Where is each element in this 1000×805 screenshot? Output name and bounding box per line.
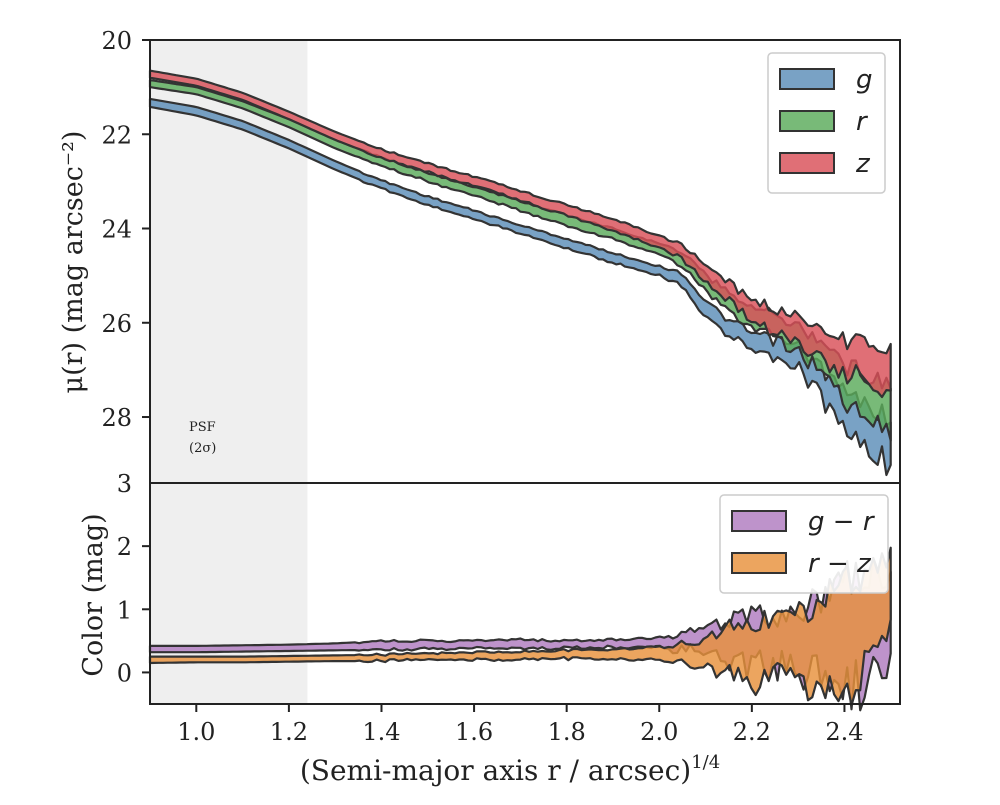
legend-swatch [731, 510, 787, 532]
top-ylabel: μ(r) (mag arcsec⁻²) [58, 131, 89, 394]
legend-label: z [855, 149, 871, 179]
legend-label: g [856, 65, 873, 95]
top-legend: grz [767, 52, 886, 194]
bottom-ylabel: Color (mag) [78, 513, 109, 676]
color-series [148, 546, 892, 712]
x-tick-label: 2.0 [640, 718, 678, 746]
psf-label: PSF [189, 420, 216, 435]
legend-label: g − r [808, 507, 876, 537]
legend-label: r − z [808, 549, 872, 579]
bottom-legend: g − r r − z [719, 494, 889, 594]
bottom-axes-frame [149, 482, 901, 705]
x-tick-label: 1.8 [548, 718, 586, 746]
xlabel-sup: 1/4 [691, 752, 720, 773]
psf-sigma-label: (2σ) [189, 441, 216, 456]
y-tick-label: 1 [117, 596, 132, 624]
xlabel-main: (Semi-major axis r / arcsec) [300, 754, 691, 787]
bottom-y-ticks: 0 1 2 [117, 533, 150, 687]
x-tick-label: 1.0 [177, 718, 215, 746]
bottom-ylabel-group: Color (mag) [78, 513, 109, 676]
top-ylabel-group: μ(r) (mag arcsec⁻²) [58, 131, 89, 394]
legend-label: r [856, 107, 869, 137]
x-tick-label: 2.2 [733, 718, 771, 746]
series-band-z [148, 69, 892, 399]
x-ticks: 1.0 1.2 1.4 1.6 1.8 2.0 2.2 2.4 [177, 704, 864, 746]
top-y-ticks: 20 22 24 26 28 [101, 27, 150, 432]
y-tick-label: 26 [101, 310, 132, 338]
surface-brightness-series [148, 69, 892, 477]
legend-swatch [779, 152, 835, 174]
top-y-extra-tick-label: 3 [117, 470, 132, 498]
y-tick-label: 20 [101, 27, 132, 55]
x-tick-label: 1.4 [362, 718, 400, 746]
y-tick-label: 0 [117, 659, 132, 687]
series-band-g [148, 97, 892, 477]
y-tick-label: 28 [101, 404, 132, 432]
legend-swatch [731, 552, 787, 574]
y-tick-label: 24 [101, 216, 132, 244]
series-band-rz [148, 546, 892, 707]
y-tick-label: 2 [117, 533, 132, 561]
x-tick-label: 1.2 [270, 718, 308, 746]
x-tick-label: 1.6 [455, 718, 493, 746]
x-tick-label: 2.4 [825, 718, 863, 746]
legend-swatch [779, 110, 835, 132]
legend-swatch [779, 68, 835, 90]
y-tick-label: 22 [101, 121, 132, 149]
psf-region-bottom [150, 483, 308, 704]
xlabel: (Semi-major axis r / arcsec)1/4 [300, 752, 720, 787]
